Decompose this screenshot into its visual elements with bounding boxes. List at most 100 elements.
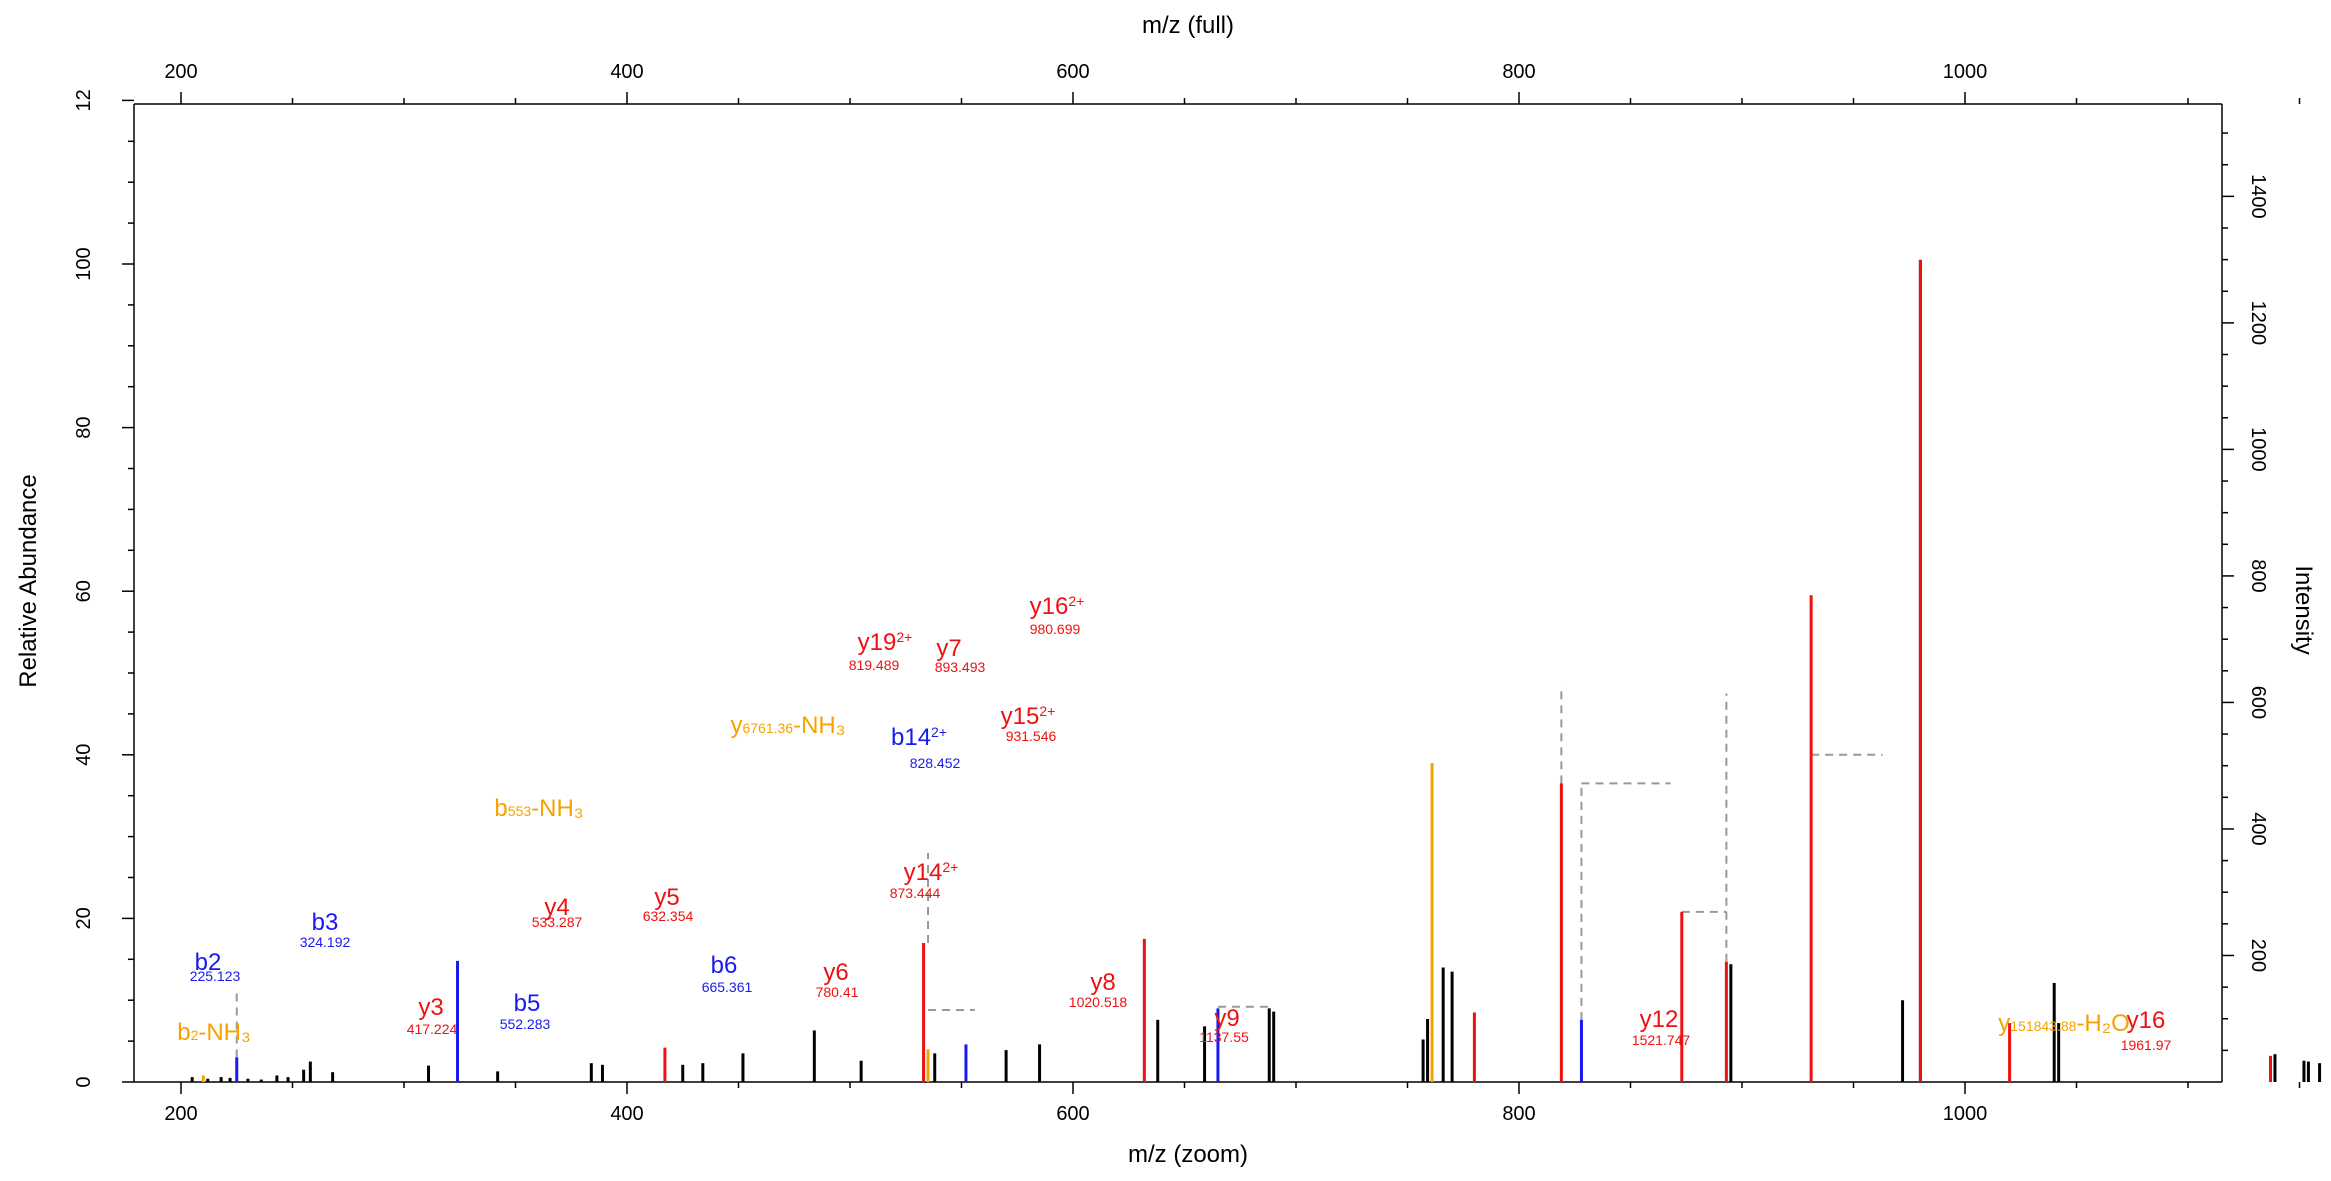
annotation-part: 12 <box>1652 1006 1679 1033</box>
annotation-part: 6 <box>742 720 750 736</box>
peak-annotation-mz: 533.287 <box>532 914 583 930</box>
x-axis-title-bottom: m/z (zoom) <box>1128 1141 1248 1168</box>
peak-annotation-label: b142+ <box>891 724 947 751</box>
peak-annotation-mz: 819.489 <box>849 657 900 673</box>
annotation-part: 53 <box>516 803 532 819</box>
annotation-part: -H₂O <box>2076 1010 2129 1037</box>
annotation-part: b <box>312 909 325 936</box>
annotation-part: 6 <box>835 959 848 986</box>
annotation-part: b <box>195 949 208 976</box>
peak-annotation-mz: 828.452 <box>910 755 961 771</box>
annotation-part: y <box>544 894 556 921</box>
annotation-part: y <box>936 635 948 662</box>
annotation-part: 8 <box>1102 969 1115 996</box>
peak-annotations: b2-NH₃b2225.123b3324.192y3417.224b553-NH… <box>177 593 2171 1053</box>
y-right-tick-label: 200 <box>2247 939 2269 972</box>
y-right-tick-label: 400 <box>2247 812 2269 845</box>
annotation-part: y <box>418 994 430 1021</box>
peak-annotation-mz: 893.493 <box>935 659 986 675</box>
y-left-tick-label: 12 <box>73 89 95 111</box>
x-tick-label-bottom: 200 <box>164 1103 197 1125</box>
annotation-part: y <box>1001 703 1013 730</box>
x-tick-label-bottom: 600 <box>1056 1103 1089 1125</box>
y-right-tick-label: 1200 <box>2247 301 2269 346</box>
x-tick-label-top: 1000 <box>1943 61 1988 83</box>
annotation-part: 16 <box>1042 593 1069 620</box>
annotation-part: y <box>2127 1007 2139 1034</box>
peak-annotation-mz: 225.123 <box>190 968 241 984</box>
y-left-tick-label: 100 <box>73 247 95 280</box>
x-tick-label-top: 800 <box>1502 61 1535 83</box>
annotation-part: 1843.88 <box>2026 1018 2077 1034</box>
peak-annotation-mz: 1521.747 <box>1632 1032 1691 1048</box>
annotation-part: 5 <box>527 990 540 1017</box>
annotation-part: 9 <box>1226 1005 1239 1032</box>
peak-annotation-label: y192+ <box>858 629 913 656</box>
annotation-part: b <box>177 1019 190 1046</box>
annotation-part: 19 <box>870 629 897 656</box>
peak-annotation-label: y152+ <box>1001 703 1056 730</box>
peak-annotation-label: y7 <box>936 635 961 662</box>
annotation-part: b <box>494 795 507 822</box>
peak-annotation-label: b2 <box>195 949 222 976</box>
annotation-part: 2+ <box>1039 703 1055 719</box>
annotation-part: 7 <box>948 635 961 662</box>
annotation-part: y <box>1998 1010 2010 1037</box>
peak-annotation-label: y12 <box>1640 1006 1679 1033</box>
annotation-part: 2+ <box>931 724 947 740</box>
peak-annotation-mz: 417.224 <box>407 1021 458 1037</box>
annotation-part: y <box>904 859 916 886</box>
peak-annotation-label: y5 <box>654 884 679 911</box>
annotation-part: b <box>711 952 724 979</box>
annotation-part: b <box>514 990 527 1017</box>
y-left-tick-label: 20 <box>73 907 95 929</box>
peak-annotation-label: y162+ <box>1030 593 1085 620</box>
peak-annotation-mz: 324.192 <box>300 934 351 950</box>
peak-annotation-label: y142+ <box>904 859 959 886</box>
peak-annotation-label: y6761.36-NH₃ <box>730 712 845 739</box>
peak-annotation-mz: 1137.55 <box>1199 1029 1249 1045</box>
peak-annotation-mz: 873.444 <box>890 885 941 901</box>
peak-annotation-mz: 1961.97 <box>2121 1037 2172 1053</box>
annotation-part: 15 <box>1013 703 1040 730</box>
annotation-part: 5 <box>666 884 679 911</box>
chart-axes: 2002004004006006008008001000100012001200… <box>73 61 2301 1125</box>
peak-annotation-label: y151843.88-H₂O <box>1998 1010 2130 1037</box>
annotation-part: 2 <box>191 1027 199 1043</box>
peak-annotation-label: b3 <box>312 909 339 936</box>
annotation-part: y <box>1214 1005 1226 1032</box>
peak-annotation-label: y4 <box>544 894 569 921</box>
annotation-part: 2+ <box>1068 593 1084 609</box>
annotation-part: 14 <box>916 859 943 886</box>
x-tick-label-top: 200 <box>164 61 197 83</box>
peak-annotation-mz: 552.283 <box>500 1016 551 1032</box>
y-right-tick-label: 800 <box>2247 559 2269 592</box>
annotation-part: 2 <box>208 949 221 976</box>
annotation-part: y <box>730 712 742 739</box>
annotation-connectors <box>235 685 1883 1058</box>
x-tick-label-top: 600 <box>1056 61 1089 83</box>
annotation-part: 14 <box>904 724 931 751</box>
annotation-part: y <box>858 629 870 656</box>
annotation-part: 6 <box>724 952 737 979</box>
peak-annotation-label: b2-NH₃ <box>177 1019 251 1046</box>
annotation-part: y <box>1640 1006 1652 1033</box>
peak-annotation-label: b6 <box>711 952 738 979</box>
peak-annotation-label: y9 <box>1214 1005 1239 1032</box>
peak-annotation-label: y3 <box>418 994 443 1021</box>
annotation-part: y <box>1090 969 1102 996</box>
peak-annotation-mz: 931.546 <box>1006 728 1057 744</box>
x-tick-label-bottom: 800 <box>1502 1103 1535 1125</box>
x-tick-label-bottom: 400 <box>610 1103 643 1125</box>
x-axis-title-top: m/z (full) <box>1142 12 1234 39</box>
peak-annotation-label: y16 <box>2127 1007 2166 1034</box>
peak-annotation-mz: 980.699 <box>1030 621 1081 637</box>
annotation-part: y <box>654 884 666 911</box>
annotation-part: y <box>823 959 835 986</box>
spectrum-peaks <box>190 259 2322 1082</box>
annotation-part: y <box>1030 593 1042 620</box>
y-left-tick-label: 80 <box>73 416 95 438</box>
peak-annotation-label: b553-NH₃ <box>494 795 583 822</box>
x-tick-label-top: 400 <box>610 61 643 83</box>
